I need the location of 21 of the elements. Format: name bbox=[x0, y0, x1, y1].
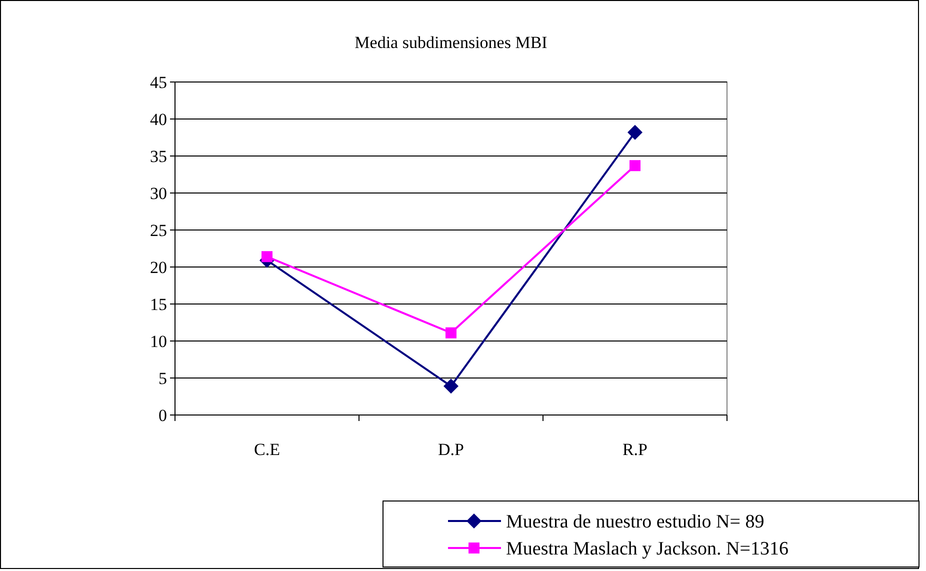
x-tick-label: C.E bbox=[254, 440, 280, 459]
y-tick-label: 35 bbox=[150, 146, 167, 166]
point bbox=[628, 124, 642, 140]
point bbox=[630, 160, 640, 172]
y-tick-label: 15 bbox=[150, 294, 167, 314]
point bbox=[262, 251, 272, 262]
legend-label: Muestra Maslach y Jackson. N=1316 bbox=[506, 538, 788, 560]
legend-label: Muestra de nuestro estudio N= 89 bbox=[506, 512, 764, 533]
x-tick-label: D.P bbox=[438, 440, 464, 459]
point bbox=[446, 327, 456, 338]
y-tick-label: 10 bbox=[150, 332, 167, 351]
y-tick-label: 45 bbox=[150, 72, 167, 92]
y-tick-label: 30 bbox=[150, 184, 167, 203]
y-tick-label: 25 bbox=[150, 220, 167, 240]
point bbox=[444, 378, 458, 394]
y-tick-label: 20 bbox=[150, 258, 167, 277]
y-tick-label: 0 bbox=[158, 406, 167, 425]
x-tick-label: R.P bbox=[622, 440, 648, 459]
y-tick-label: 40 bbox=[150, 110, 167, 129]
chart-title: Media subdimensiones MBI bbox=[354, 33, 548, 52]
y-tick-label: 5 bbox=[158, 368, 167, 388]
